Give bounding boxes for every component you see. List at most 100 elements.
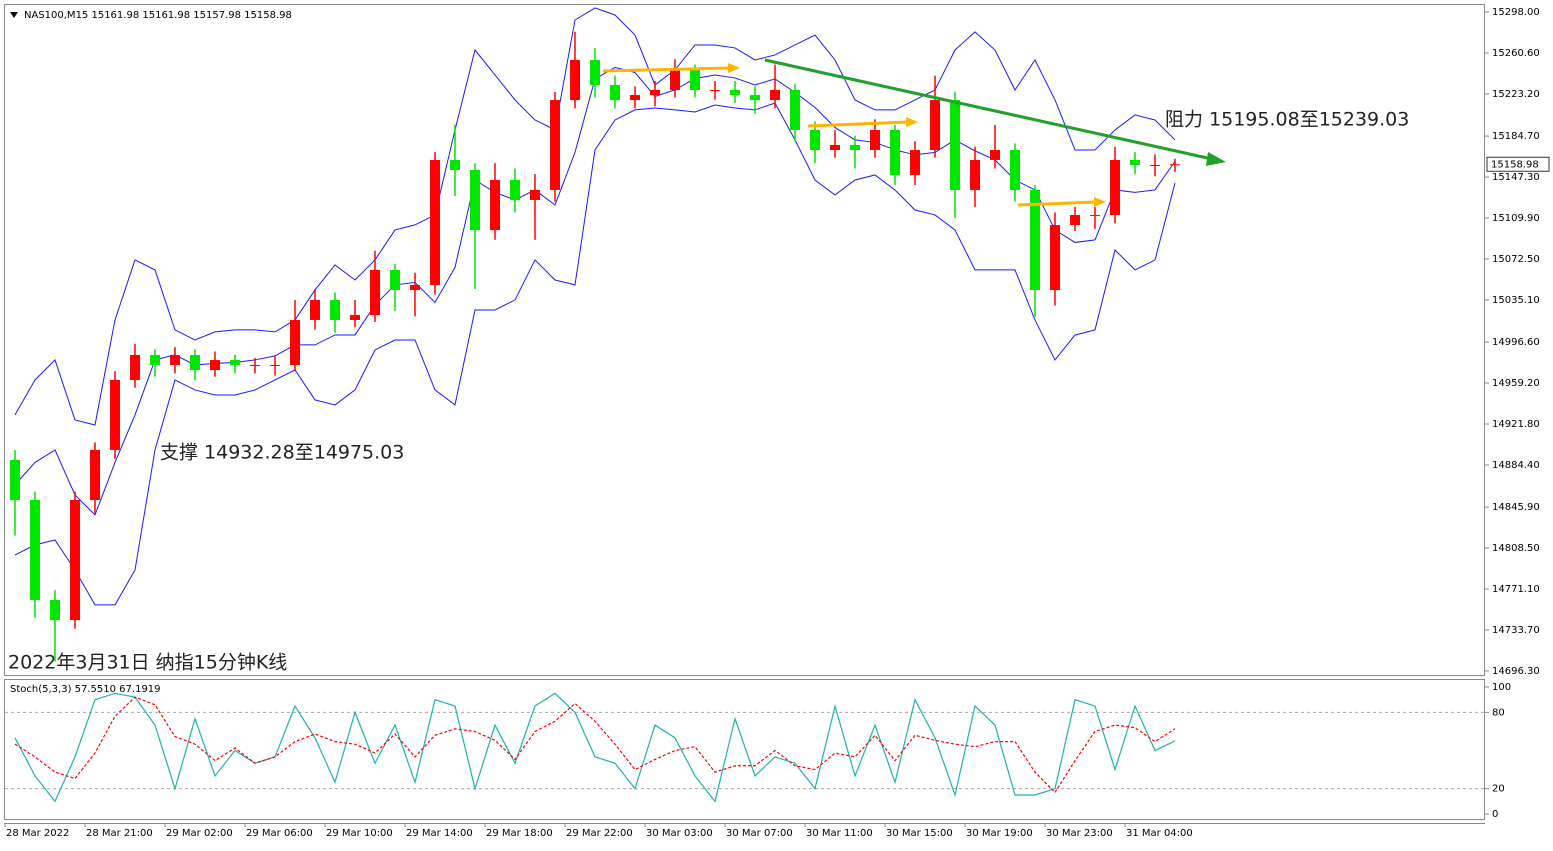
candle-body	[1030, 189, 1040, 290]
candle-body	[630, 95, 640, 101]
main-panel-frame	[4, 4, 1485, 676]
candle-body	[310, 300, 320, 320]
x-tick-label: 31 Mar 04:00	[1126, 828, 1193, 839]
x-tick-label: 29 Mar 14:00	[406, 828, 473, 839]
candle-body	[690, 70, 700, 90]
y-tick-label: 14771.10	[1492, 584, 1540, 595]
candle-body	[950, 100, 960, 190]
y-tick-label: 15072.50	[1492, 254, 1540, 265]
candle-body	[730, 89, 740, 96]
x-tick-label: 29 Mar 06:00	[246, 828, 313, 839]
y-tick-label: 14845.90	[1492, 502, 1540, 513]
candle-body	[70, 499, 80, 621]
candle-body	[470, 170, 480, 231]
y-tick-label: 15035.10	[1492, 295, 1540, 306]
orange-arrow	[602, 66, 731, 73]
candle-body	[550, 100, 560, 190]
x-tick-label: 29 Mar 22:00	[566, 828, 633, 839]
candle-body	[10, 459, 20, 500]
candle-body	[1150, 164, 1160, 166]
y-tick-label: 15109.90	[1492, 213, 1540, 224]
candle-body	[190, 355, 200, 371]
candle-body	[210, 360, 220, 371]
y-tick-label: 15147.30	[1492, 172, 1540, 183]
x-tick-label: 28 Mar 2022	[6, 828, 69, 839]
y-tick-label: 15298.00	[1492, 7, 1540, 18]
candle-body	[230, 360, 240, 365]
candle-body	[590, 59, 600, 86]
y-tick-label: 15260.60	[1492, 48, 1540, 59]
x-tick-label: 29 Mar 02:00	[166, 828, 233, 839]
candle-body	[770, 89, 780, 101]
x-tick-label: 30 Mar 19:00	[966, 828, 1033, 839]
candle-body	[430, 159, 440, 286]
candle-body	[30, 499, 40, 600]
candle-body	[130, 355, 140, 380]
candle-body	[530, 189, 540, 201]
stoch-panel-frame	[4, 679, 1485, 820]
y-tick-label: 14921.80	[1492, 419, 1540, 430]
resistance-note: 阻力 15195.08至15239.03	[1165, 109, 1409, 131]
y-tick-label: 100	[1492, 682, 1511, 693]
candle-body	[870, 129, 880, 150]
x-tick-label: 30 Mar 07:00	[726, 828, 793, 839]
candle-body	[1130, 159, 1140, 165]
y-tick-label: 20	[1492, 784, 1505, 795]
candle-body	[390, 270, 400, 290]
candle-body	[90, 449, 100, 500]
candle-body	[510, 180, 520, 201]
bollinger-band	[14, 102, 1176, 606]
x-tick-label: 29 Mar 18:00	[486, 828, 553, 839]
y-tick-label: 14696.30	[1492, 666, 1540, 677]
last-price-label: 15158.98	[1491, 159, 1539, 170]
trend-line	[764, 58, 1213, 161]
stoch-title: Stoch(5,3,3) 57.5510 67.1919	[10, 684, 161, 695]
orange-arrow	[1017, 200, 1097, 207]
stoch-line	[14, 696, 1176, 794]
y-tick-label: 15184.70	[1492, 131, 1540, 142]
plot-layer: 15298.00 15260.60 15223.20 15184.70 15147.30…	[4, 7, 1550, 839]
candle-body	[850, 144, 860, 150]
candle-body	[1090, 215, 1100, 217]
candle-body	[490, 180, 500, 231]
y-tick-label: 80	[1492, 707, 1505, 718]
candle-body	[270, 364, 280, 366]
candle-body	[570, 59, 580, 101]
y-tick-label: 14959.20	[1492, 378, 1540, 389]
candle-body	[1110, 159, 1120, 216]
candle-body	[1050, 225, 1060, 290]
candle-body	[610, 85, 620, 101]
y-tick-label: 0	[1492, 809, 1498, 820]
panel-marker	[10, 12, 18, 18]
candle-body	[410, 285, 420, 290]
orange-arrow-head	[906, 117, 918, 127]
candle-body	[170, 355, 180, 365]
x-tick-label: 29 Mar 10:00	[326, 828, 393, 839]
x-tick-label: 30 Mar 03:00	[646, 828, 713, 839]
candle-body	[970, 159, 980, 190]
support-note: 支撑 14932.28至14975.03	[160, 442, 404, 464]
candle-body	[750, 95, 760, 101]
orange-arrow-head	[1094, 197, 1106, 207]
candle-body	[330, 300, 340, 320]
stoch-line	[14, 692, 1176, 803]
candle-body	[670, 70, 680, 90]
chart-caption: 2022年3月31日 纳指15分钟K线	[8, 652, 287, 674]
candle-body	[250, 364, 260, 366]
candle-body	[930, 100, 940, 150]
candle-body	[790, 89, 800, 130]
x-tick-label: 28 Mar 21:00	[86, 828, 153, 839]
x-tick-label: 30 Mar 23:00	[1046, 828, 1113, 839]
candle-body	[450, 159, 460, 171]
candle-body	[830, 144, 840, 150]
drawn-arrows	[602, 58, 1226, 207]
last-price-box	[1486, 156, 1550, 172]
candle-body	[810, 129, 820, 150]
candle-body	[150, 355, 160, 365]
candle-body	[1070, 215, 1080, 226]
trend-arrow-head	[1206, 152, 1226, 166]
candle-body	[50, 599, 60, 621]
bollinger-band	[14, 7, 1176, 426]
